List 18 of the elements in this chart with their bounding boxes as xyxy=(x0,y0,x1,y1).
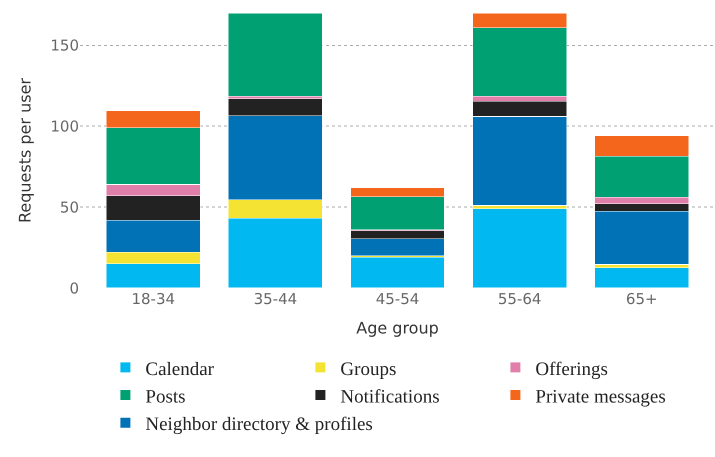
y-axis-title: Requests per user xyxy=(15,78,34,223)
x-tick-label: 65+ xyxy=(626,290,658,308)
x-tick-label: 45-54 xyxy=(376,290,420,308)
y-tick-label: 0 xyxy=(69,279,79,298)
y-tick-label: 50 xyxy=(60,198,79,216)
legend-label: Notifications xyxy=(340,386,440,408)
y-tick-label: 100 xyxy=(50,117,79,136)
x-axis-title: Age group xyxy=(356,318,439,338)
x-tick-label: 18-34 xyxy=(131,290,176,308)
x-tick-label: 55-64 xyxy=(498,290,542,308)
x-tick-label: 35-44 xyxy=(254,290,298,308)
legend-label: Groups xyxy=(340,358,396,380)
legend-label: Posts xyxy=(145,386,186,408)
legend-label: Private messages xyxy=(535,386,666,408)
y-tick-label: 150 xyxy=(50,36,79,55)
legend-label: Neighbor directory & profiles xyxy=(145,414,373,436)
legend-label: Calendar xyxy=(145,358,215,380)
legend-label: Offerings xyxy=(535,358,608,380)
